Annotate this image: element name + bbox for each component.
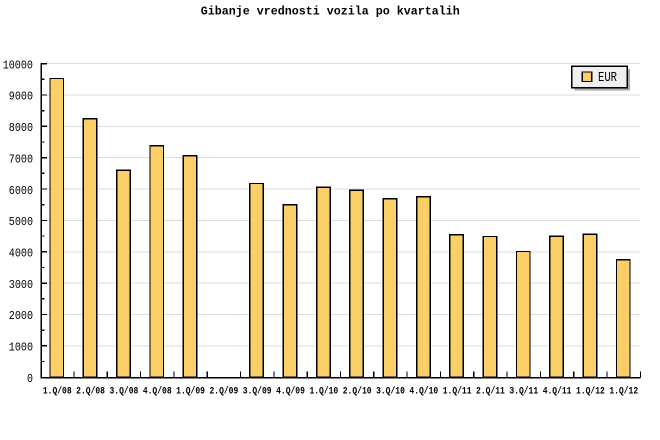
svg-text:3.Q/08: 3.Q/08 (110, 385, 139, 396)
svg-text:1.Q/09: 1.Q/09 (176, 385, 205, 396)
svg-text:3.Q/11: 3.Q/11 (509, 385, 538, 396)
svg-text:1.Q/11: 1.Q/11 (443, 385, 472, 396)
svg-text:4.Q/10: 4.Q/10 (409, 385, 438, 396)
svg-text:Gibanje vrednosti vozila po kv: Gibanje vrednosti vozila po kvartalih (201, 4, 460, 18)
svg-text:3.Q/09: 3.Q/09 (243, 385, 272, 396)
svg-text:2.Q/09: 2.Q/09 (209, 385, 238, 396)
svg-text:8000: 8000 (9, 121, 33, 135)
svg-text:7000: 7000 (9, 152, 33, 166)
svg-text:5000: 5000 (9, 215, 33, 229)
svg-text:1000: 1000 (9, 341, 33, 355)
svg-text:4000: 4000 (9, 247, 33, 261)
svg-text:1.Q/08: 1.Q/08 (43, 385, 72, 396)
svg-text:3000: 3000 (9, 278, 33, 292)
svg-text:2.Q/10: 2.Q/10 (343, 385, 372, 396)
svg-text:9000: 9000 (9, 90, 33, 104)
svg-text:2.Q/11: 2.Q/11 (476, 385, 505, 396)
svg-text:1.Q/12: 1.Q/12 (609, 385, 638, 396)
svg-text:4.Q/11: 4.Q/11 (543, 385, 572, 396)
svg-text:10000: 10000 (3, 58, 33, 72)
svg-text:4.Q/09: 4.Q/09 (276, 385, 305, 396)
svg-text:2.Q/08: 2.Q/08 (76, 385, 105, 396)
svg-text:2000: 2000 (9, 309, 33, 323)
svg-text:4.Q/08: 4.Q/08 (143, 385, 172, 396)
svg-text:1.Q/10: 1.Q/10 (309, 385, 338, 396)
svg-text:1.Q/12: 1.Q/12 (576, 385, 605, 396)
svg-text:6000: 6000 (9, 184, 33, 198)
svg-text:EUR: EUR (598, 70, 617, 86)
svg-text:3.Q/10: 3.Q/10 (376, 385, 405, 396)
svg-text:0: 0 (27, 372, 33, 386)
